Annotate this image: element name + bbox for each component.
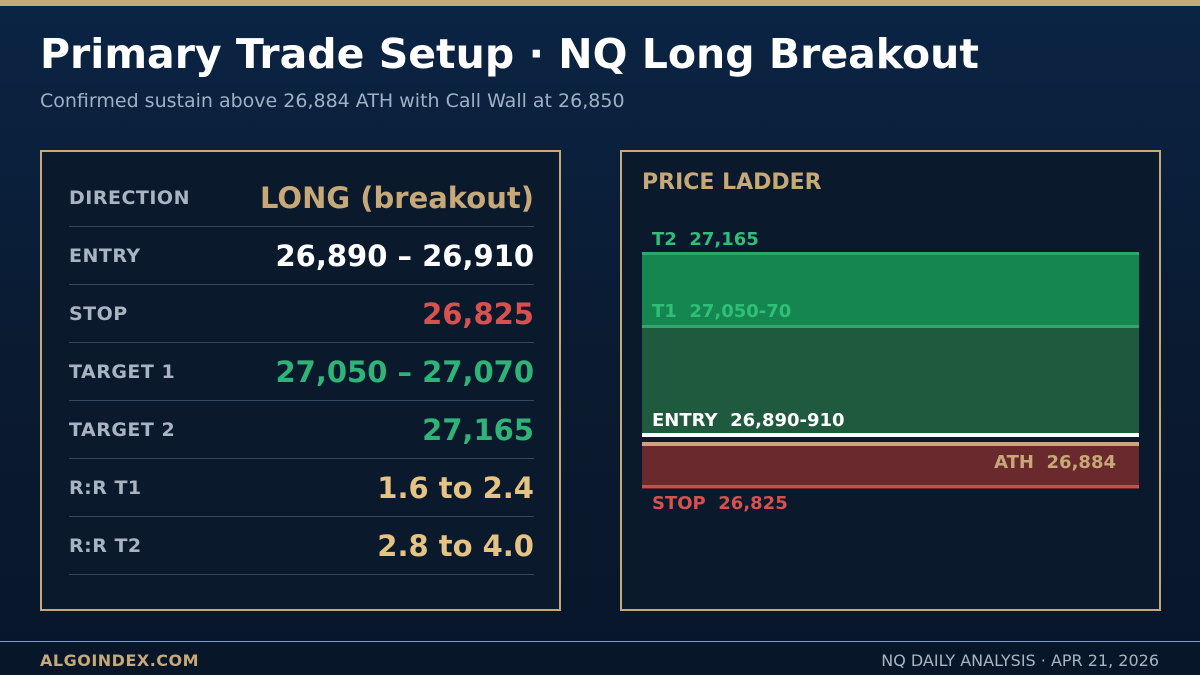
risk-zone bbox=[642, 445, 1139, 489]
top-accent-bar bbox=[0, 0, 1200, 6]
footer-brand: ALGOINDEX.COM bbox=[40, 651, 200, 670]
setup-row-stop: STOP 26,825 bbox=[69, 285, 534, 343]
setup-row-rr-t1: R:R T1 1.6 to 2.4 bbox=[69, 459, 534, 517]
setup-row-value: 27,050 – 27,070 bbox=[275, 354, 534, 389]
setup-row-direction: DIRECTION LONG (breakout) bbox=[69, 169, 534, 227]
setup-row-label: R:R T1 bbox=[69, 476, 142, 499]
setup-row-entry: ENTRY 26,890 – 26,910 bbox=[69, 227, 534, 285]
setup-row-label: STOP bbox=[69, 302, 128, 325]
setup-row-value: 26,825 bbox=[422, 296, 534, 331]
price-ladder-panel: PRICE LADDER T2 27,165 T1 27,050-70 ENTR… bbox=[620, 150, 1161, 611]
setup-row-value: 27,165 bbox=[422, 412, 534, 447]
setup-row-label: TARGET 2 bbox=[69, 418, 176, 441]
ath-level-label: ATH 26,884 bbox=[994, 452, 1116, 473]
t2-level-line bbox=[642, 252, 1139, 255]
target-zone bbox=[642, 253, 1139, 327]
page-subtitle: Confirmed sustain above 26,884 ATH with … bbox=[40, 90, 625, 112]
entry-level-line bbox=[642, 433, 1139, 437]
t2-level-label: T2 27,165 bbox=[652, 229, 759, 250]
setup-row-value: LONG (breakout) bbox=[259, 180, 534, 215]
trade-setup-panel: DIRECTION LONG (breakout) ENTRY 26,890 –… bbox=[40, 150, 561, 611]
setup-row-value: 26,890 – 26,910 bbox=[275, 238, 534, 273]
page-title: Primary Trade Setup · NQ Long Breakout bbox=[40, 30, 979, 78]
setup-row-value: 2.8 to 4.0 bbox=[377, 528, 534, 563]
profit-zone bbox=[642, 327, 1139, 435]
entry-level-label: ENTRY 26,890-910 bbox=[652, 410, 845, 431]
footer-divider bbox=[0, 641, 1200, 642]
t1-level-label: T1 27,050-70 bbox=[652, 301, 792, 322]
setup-row-label: DIRECTION bbox=[69, 186, 190, 209]
setup-row-label: ENTRY bbox=[69, 244, 141, 267]
stop-level-line bbox=[642, 485, 1139, 488]
ath-level-line bbox=[642, 442, 1139, 446]
setup-row-value: 1.6 to 2.4 bbox=[377, 470, 534, 505]
stop-level-label: STOP 26,825 bbox=[652, 493, 788, 514]
footer-info: NQ DAILY ANALYSIS · APR 21, 2026 bbox=[881, 651, 1159, 670]
setup-row-label: TARGET 1 bbox=[69, 360, 176, 383]
setup-row-target-2: TARGET 2 27,165 bbox=[69, 401, 534, 459]
t1-level-line bbox=[642, 325, 1139, 328]
setup-row-target-1: TARGET 1 27,050 – 27,070 bbox=[69, 343, 534, 401]
setup-row-rr-t2: R:R T2 2.8 to 4.0 bbox=[69, 517, 534, 575]
price-ladder-title: PRICE LADDER bbox=[642, 170, 822, 195]
setup-row-label: R:R T2 bbox=[69, 534, 142, 557]
